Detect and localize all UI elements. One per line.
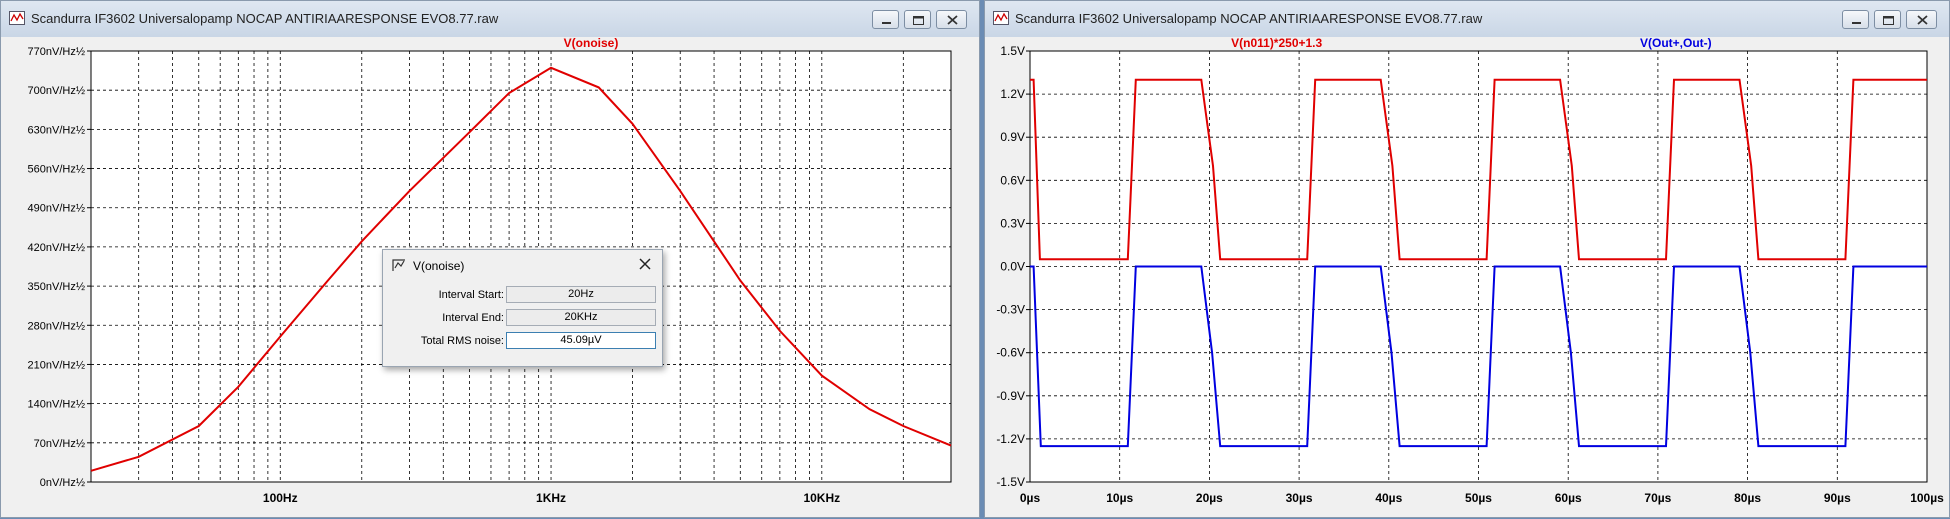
blue-trace [1030, 265, 1927, 448]
y-tick-label: 560nV/Hz½ [28, 164, 85, 176]
x-tick-label: 90µs [1824, 491, 1851, 505]
dialog-close-icon[interactable] [636, 255, 654, 273]
waveform-app-icon [9, 11, 25, 25]
maximize-icon [913, 16, 924, 25]
y-tick-label: 0.3V [1000, 216, 1025, 230]
trace-label: V(onoise) [564, 36, 619, 50]
y-tick-label: -0.3V [996, 303, 1025, 317]
y-tick-label: -0.9V [996, 389, 1025, 403]
close-button[interactable] [936, 10, 967, 29]
dialog-title: V(onoise) [413, 259, 465, 273]
minimize-icon [1852, 22, 1861, 24]
y-tick-label: 1.2V [1000, 87, 1025, 101]
noise-trace [90, 66, 952, 472]
y-tick-label: -1.2V [996, 432, 1025, 446]
y-tick-label: -0.6V [996, 346, 1025, 360]
close-icon [1917, 15, 1928, 25]
red-trace [1030, 78, 1927, 261]
minimize-icon [882, 22, 891, 24]
y-tick-label: 0.0V [1000, 260, 1025, 274]
y-tick-label: 280nV/Hz½ [28, 320, 85, 332]
y-tick-label: 350nV/Hz½ [28, 281, 85, 293]
left-window-title: Scandurra IF3602 Universalopamp NOCAP AN… [31, 11, 499, 26]
measurement-dialog: V(onoise) Interval Start: 20Hz Interval … [382, 249, 663, 367]
y-tick-label: 770nV/Hz½ [28, 46, 85, 58]
y-tick-label: 210nV/Hz½ [28, 359, 85, 371]
x-tick-label: 30µs [1286, 491, 1313, 505]
interval-start-field[interactable]: 20Hz [506, 286, 656, 303]
x-tick-label: 80µs [1734, 491, 1761, 505]
right-window-title: Scandurra IF3602 Universalopamp NOCAP AN… [1015, 11, 1483, 26]
minimize-button[interactable] [872, 10, 899, 29]
x-tick-label: 10µs [1106, 491, 1133, 505]
maximize-icon [1883, 16, 1894, 25]
x-tick-label: 1KHz [536, 491, 566, 505]
y-tick-label: 490nV/Hz½ [28, 203, 85, 215]
left-title-bar[interactable]: Scandurra IF3602 Universalopamp NOCAP AN… [1, 1, 979, 37]
interval-start-label: Interval Start: [438, 289, 504, 301]
close-button[interactable] [1906, 10, 1937, 29]
rms-noise-field[interactable]: 45.09µV [506, 332, 656, 349]
y-tick-label: -1.5V [996, 475, 1025, 489]
x-tick-label: 60µs [1555, 491, 1582, 505]
maximize-button[interactable] [904, 10, 931, 29]
close-icon [947, 15, 958, 25]
trace1-label: V(n011)*250+1.3 [1231, 36, 1322, 50]
interval-end-field[interactable]: 20KHz [506, 309, 656, 326]
x-tick-label: 10KHz [803, 491, 840, 505]
x-tick-label: 100Hz [263, 491, 298, 505]
right-plot-window: Scandurra IF3602 Universalopamp NOCAP AN… [984, 0, 1950, 518]
waveform-app-icon [993, 11, 1009, 25]
rms-noise-label: Total RMS noise: [420, 335, 504, 347]
y-tick-label: 1.5V [1000, 44, 1025, 58]
y-tick-label: 70nV/Hz½ [34, 438, 85, 450]
y-tick-label: 700nV/Hz½ [28, 85, 85, 97]
x-tick-label: 0µs [1020, 491, 1041, 505]
transient-plot[interactable]: 0µs 10µs 20µs 30µs 40µs 50µs 60µs 70µs 80µs 90µs 1… [985, 1, 1950, 519]
maximize-button[interactable] [1874, 10, 1901, 29]
x-tick-label: 20µs [1196, 491, 1223, 505]
probe-icon [392, 259, 405, 271]
y-tick-label: 630nV/Hz½ [28, 124, 85, 136]
x-tick-label: 50µs [1465, 491, 1492, 505]
right-title-bar[interactable]: Scandurra IF3602 Universalopamp NOCAP AN… [985, 1, 1949, 37]
left-plot-window: Scandurra IF3602 Universalopamp NOCAP AN… [0, 0, 980, 518]
minimize-button[interactable] [1842, 10, 1869, 29]
x-tick-label: 70µs [1644, 491, 1671, 505]
y-tick-label: 0.6V [1000, 173, 1025, 187]
trace2-label: V(Out+,Out-) [1640, 36, 1712, 50]
y-tick-label: 0.9V [1000, 130, 1025, 144]
x-tick-label: 40µs [1375, 491, 1402, 505]
x-tick-label: 100µs [1910, 491, 1944, 505]
y-tick-label: 0nV/Hz½ [40, 477, 85, 489]
y-tick-label: 140nV/Hz½ [28, 399, 85, 411]
y-tick-label: 420nV/Hz½ [28, 242, 85, 254]
interval-end-label: Interval End: [442, 312, 504, 324]
